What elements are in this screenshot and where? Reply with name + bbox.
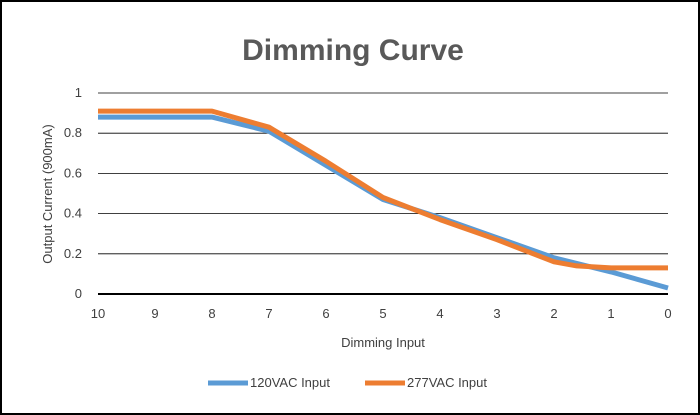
legend: 120VAC Input 277VAC Input (208, 375, 487, 390)
legend-label-1: 120VAC Input (250, 375, 330, 390)
x-tick-label: 5 (379, 306, 386, 321)
y-tick-label: 0.2 (64, 246, 82, 261)
series-lines (98, 108, 669, 291)
series-line-2 (98, 108, 668, 271)
legend-label-2: 277VAC Input (407, 375, 487, 390)
chart-title: Dimming Curve (242, 34, 464, 67)
y-axis-label: Output Current (900mA) (40, 124, 55, 263)
y-tick-label: 0.6 (64, 165, 82, 180)
gridlines (98, 92, 668, 255)
x-tick-label: 7 (265, 306, 272, 321)
y-tick-label: 1 (75, 85, 82, 100)
x-tick-label: 1 (607, 306, 614, 321)
x-tick-label: 3 (493, 306, 500, 321)
x-axis-label: Dimming Input (341, 335, 425, 350)
y-tick-label: 0.8 (64, 125, 82, 140)
y-tick-label: 0.4 (64, 206, 82, 221)
x-tick-label: 0 (664, 306, 671, 321)
x-tick-label: 8 (208, 306, 215, 321)
x-tick-label: 4 (436, 306, 443, 321)
x-tick-label: 6 (322, 306, 329, 321)
y-tick-label: 0 (75, 286, 82, 301)
x-tick-label: 10 (91, 306, 105, 321)
x-tick-label: 2 (550, 306, 557, 321)
x-tick-label: 9 (151, 306, 158, 321)
